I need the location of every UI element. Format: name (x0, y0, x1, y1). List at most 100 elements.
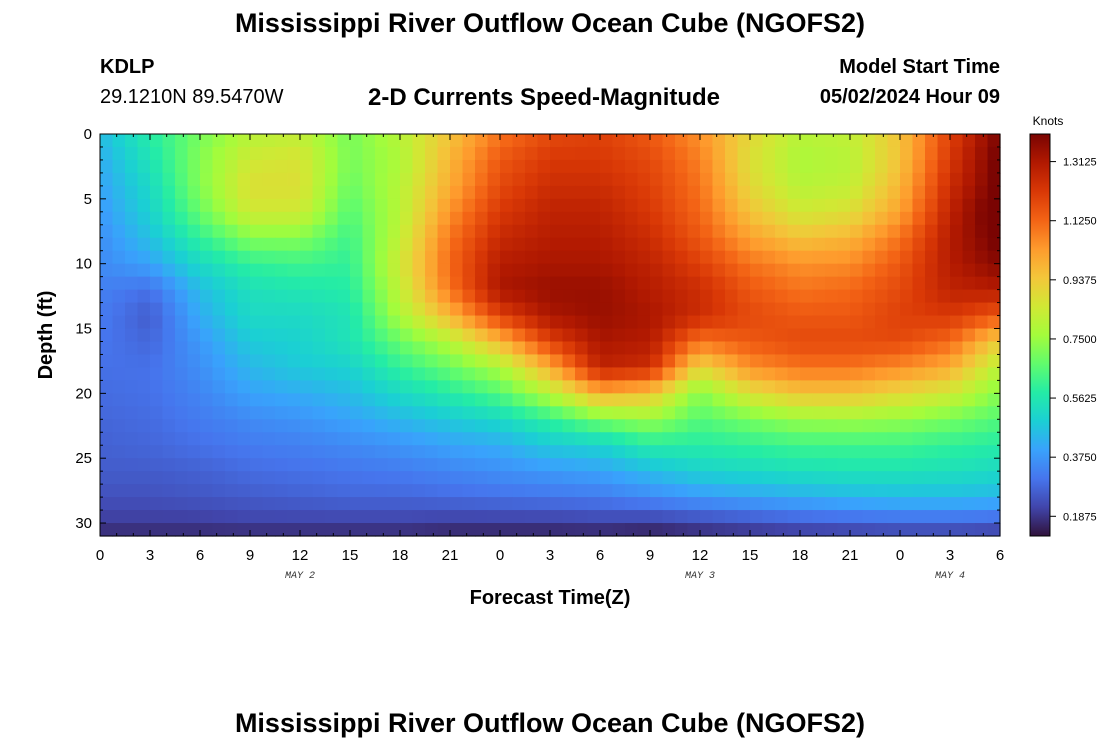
heat-cell (575, 211, 589, 226)
heat-cell (912, 484, 926, 498)
heat-cell (225, 497, 239, 511)
heat-cell (425, 406, 439, 420)
heat-cell (800, 354, 814, 369)
heat-cell (137, 328, 151, 343)
heat-cell (700, 367, 714, 381)
heat-cell (737, 198, 751, 213)
heat-cell (525, 393, 539, 407)
heat-cell (862, 406, 876, 420)
heat-cell (150, 172, 164, 187)
heat-cell (987, 159, 1001, 174)
heat-cell (775, 484, 789, 498)
heat-cell (200, 146, 214, 161)
heat-cell (650, 432, 664, 446)
heat-cell (362, 198, 376, 213)
heat-cell (637, 224, 651, 239)
heat-cell (887, 237, 901, 252)
heat-cell (275, 367, 289, 381)
heat-cell (925, 172, 939, 187)
heat-cell (425, 328, 439, 343)
heat-cell (762, 211, 776, 226)
heat-cell (537, 406, 551, 420)
heat-cell (887, 263, 901, 278)
heat-cell (850, 354, 864, 369)
heat-cell (387, 432, 401, 446)
heat-cell (812, 146, 826, 161)
heat-cell (675, 134, 689, 148)
heat-cell (512, 471, 526, 485)
heat-cell (787, 471, 801, 485)
heat-cell (212, 159, 226, 174)
heat-cell (812, 471, 826, 485)
heat-cell (762, 250, 776, 265)
heat-cell (700, 224, 714, 239)
heat-cell (687, 458, 701, 472)
heat-cell (537, 393, 551, 407)
heat-cell (550, 367, 564, 381)
x-tick-label: 21 (442, 547, 459, 564)
heat-cell (112, 237, 126, 252)
heat-cell (962, 159, 976, 174)
heat-cell (100, 354, 114, 369)
heat-cell (225, 367, 239, 381)
heat-cell (375, 263, 389, 278)
heat-cell (600, 367, 614, 381)
heat-cell (987, 328, 1001, 343)
heat-cell (937, 250, 951, 265)
heat-cell (900, 289, 914, 304)
heat-cell (337, 367, 351, 381)
heat-cell (862, 224, 876, 239)
heat-cell (687, 523, 701, 537)
heat-cell (200, 419, 214, 433)
heat-cell (500, 367, 514, 381)
heat-cell (662, 484, 676, 498)
heat-cell (937, 185, 951, 200)
heat-cell (225, 224, 239, 239)
heat-cell (400, 432, 414, 446)
heat-cell (225, 484, 239, 498)
heat-cell (212, 523, 226, 537)
heat-cell (162, 134, 176, 148)
heat-cell (862, 523, 876, 537)
heat-cell (137, 341, 151, 356)
heat-cell (912, 341, 926, 356)
heat-cell (837, 159, 851, 174)
heat-cell (175, 484, 189, 498)
heat-cell (600, 237, 614, 252)
heat-cell (937, 458, 951, 472)
heat-cell (637, 276, 651, 291)
heat-cell (325, 341, 339, 356)
heat-cell (837, 276, 851, 291)
heat-cell (250, 432, 264, 446)
heat-cell (575, 458, 589, 472)
heat-cell (975, 159, 989, 174)
heat-cell (862, 276, 876, 291)
heat-cell (500, 328, 514, 343)
heat-cell (725, 263, 739, 278)
heat-cell (412, 458, 426, 472)
heat-cell (612, 211, 626, 226)
heat-cell (375, 328, 389, 343)
heat-cell (150, 159, 164, 174)
heat-cell (725, 159, 739, 174)
heat-cell (437, 406, 451, 420)
heat-cell (312, 211, 326, 226)
heat-cell (987, 458, 1001, 472)
heat-cell (287, 211, 301, 226)
heat-cell (112, 380, 126, 394)
heat-cell (600, 380, 614, 394)
heat-cell (700, 497, 714, 511)
heat-cell (187, 484, 201, 498)
heat-cell (450, 484, 464, 498)
heat-cell (612, 497, 626, 511)
heat-cell (512, 367, 526, 381)
heat-cell (912, 406, 926, 420)
heat-cell (712, 419, 726, 433)
heat-cell (550, 198, 564, 213)
heat-cell (187, 134, 201, 148)
heat-cell (350, 224, 364, 239)
heat-cell (312, 367, 326, 381)
heat-cell (300, 250, 314, 265)
heat-cell (837, 432, 851, 446)
heat-cell (350, 302, 364, 317)
